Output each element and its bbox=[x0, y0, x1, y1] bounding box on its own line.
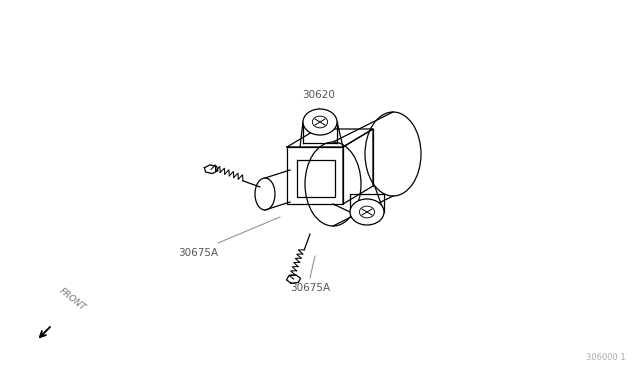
Ellipse shape bbox=[350, 199, 384, 225]
Text: 30675A: 30675A bbox=[178, 248, 218, 258]
Text: 30620: 30620 bbox=[303, 90, 335, 100]
Text: 30675A: 30675A bbox=[290, 283, 330, 293]
Ellipse shape bbox=[303, 109, 337, 135]
Text: 306000 1: 306000 1 bbox=[586, 353, 626, 362]
Text: FRONT: FRONT bbox=[58, 287, 88, 313]
